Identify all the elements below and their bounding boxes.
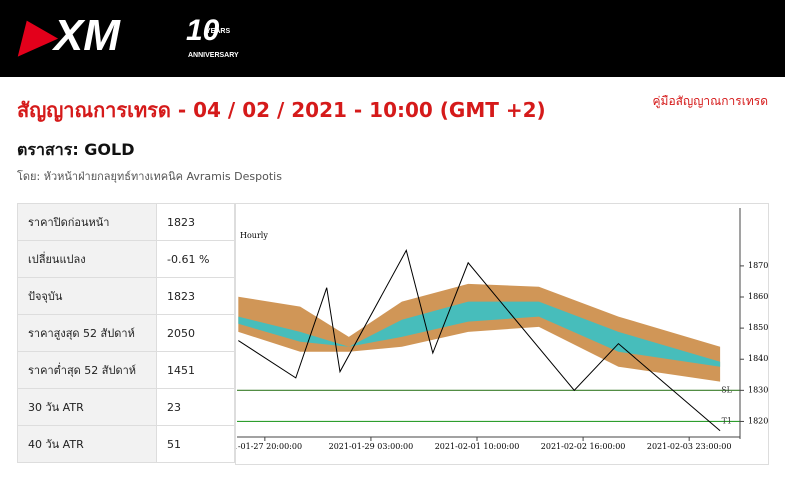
instrument: ตราสาร: GOLD [17, 140, 135, 159]
band [238, 301, 721, 367]
table-row: 40 วัน ATR 51 [17, 425, 235, 463]
table-row: ราคาปิดก่อนหน้า 1823 [17, 203, 235, 241]
x-tick-label: 2021-01-29 03:00:00 [329, 442, 414, 451]
x-tick-label: 2021-02-01 10:00:00 [435, 442, 520, 451]
label-cell: ราคาสูงสุด 52 สัปดาห์ [17, 314, 157, 352]
y-tick-label: 1860 [748, 292, 768, 301]
level-label: T1 [722, 416, 732, 425]
value-cell: 1823 [156, 277, 235, 315]
chart: Hourly SL T1 1820 1830 1840 1850 1860 1870 21-01-… [228, 208, 768, 451]
y-tick-label: 1840 [748, 354, 768, 363]
badge: 10 [186, 14, 220, 47]
value-cell: 23 [156, 388, 235, 426]
x-tick-label: 2021-02-02 16:00:00 [541, 442, 626, 451]
level-label: SL [721, 385, 732, 394]
table-row: ราคาสูงสุด 52 สัปดาห์ 2050 [17, 314, 235, 352]
badge-bottom: ANNIVERSARY [188, 52, 239, 59]
chart-title: Hourly [240, 231, 268, 240]
table-row: ปัจจุบัน 1823 [17, 277, 235, 315]
x-tick-label: 21-01-27 20:00:00 [236, 442, 302, 451]
label-cell: ราคาปิดก่อนหน้า [17, 203, 157, 241]
table-row: ราคาต่ำสุด 52 สัปดาห์ 1451 [17, 351, 235, 389]
label-cell: เปลี่ยนแปลง [17, 240, 157, 278]
guide-link[interactable]: คู่มือสัญญาณการเทรด [652, 94, 769, 108]
table-row: เปลี่ยนแปลง -0.61 % [17, 240, 235, 278]
value-cell: -0.61 % [156, 240, 235, 278]
logo: ▶XM [20, 11, 120, 60]
label-cell: 40 วัน ATR [17, 425, 157, 463]
y-tick-label: 1850 [748, 323, 768, 332]
label-cell: ปัจจุบัน [17, 277, 157, 315]
label-cell: 30 วัน ATR [17, 388, 157, 426]
table-row: 30 วัน ATR 23 [17, 388, 235, 426]
value-cell: 1823 [156, 203, 235, 241]
x-tick-label: 2021-02-03 23:00:00 [647, 442, 732, 451]
value-cell: 1451 [156, 351, 235, 389]
y-tick-label: 1830 [748, 385, 768, 394]
y-tick-label: 1870 [748, 261, 768, 270]
value-cell: 51 [156, 425, 235, 463]
page-title: สัญญาณการเทรด - 04 / 02 / 2021 - 10:00 (… [17, 98, 546, 122]
y-tick-label: 1820 [748, 416, 768, 425]
zigzag-line [238, 248, 721, 432]
author: โดย: หัวหน้าฝ่ายกลยุทธ์ทางเทคนิค Avramis… [17, 170, 282, 183]
value-cell: 2050 [156, 314, 235, 352]
label-cell: ราคาต่ำสุด 52 สัปดาห์ [17, 351, 157, 389]
logo-text: XM [53, 11, 120, 60]
badge-top: YEARS [206, 28, 231, 35]
stats-table: ราคาปิดก่อนหน้า 1823 เปลี่ยนแปลง -0.61 % ปัจ… [17, 203, 235, 463]
header: ▶XM 10 YEARS ANNIVERSARY [0, 0, 785, 77]
band [238, 283, 721, 382]
chart-box: Hourly SL T1 1820 1830 1840 1850 1860 1870 21-01-… [228, 203, 769, 465]
